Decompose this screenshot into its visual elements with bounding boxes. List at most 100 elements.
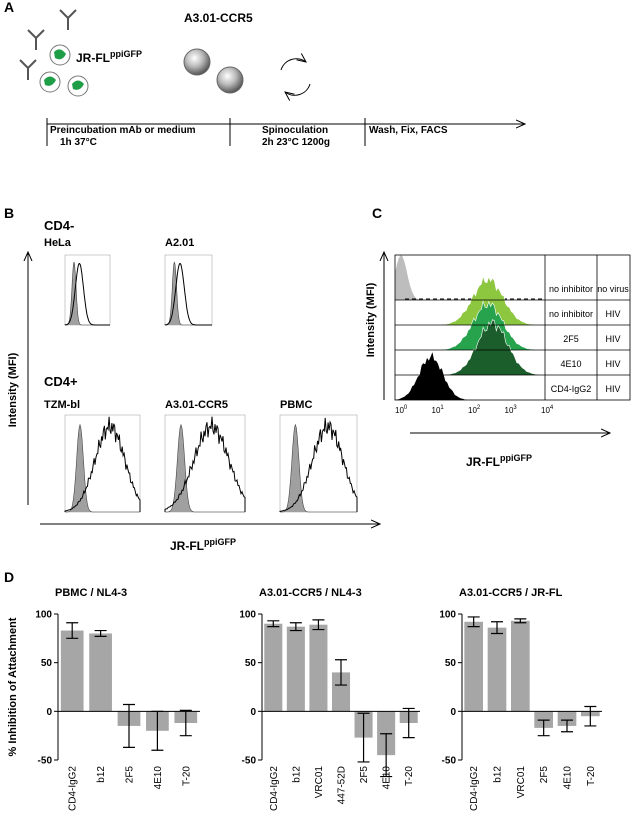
- x-tick-label: b12: [96, 766, 107, 783]
- y-label: Intensity (MFI): [365, 282, 377, 357]
- sample-histogram: [164, 262, 212, 326]
- x-tick-label: 4E10: [153, 766, 164, 790]
- y-tick-label: 50: [41, 658, 53, 669]
- spin-icon: [280, 59, 311, 96]
- step-detail: 2h 23°C 1200g: [262, 137, 330, 148]
- y-tick-label: 100: [439, 610, 456, 621]
- antibody-icons: [19, 9, 77, 80]
- x-tick-label: T-20: [404, 766, 415, 786]
- x-tick-label: b12: [493, 766, 504, 783]
- error-bar: [267, 620, 280, 628]
- virus: HIV: [605, 384, 620, 394]
- cell-line: A3.01-CCR5: [184, 11, 253, 25]
- x-tick-label: CD4-IgG2: [269, 766, 280, 811]
- tick-base: 10: [468, 406, 477, 415]
- group-label: CD4-: [44, 218, 74, 233]
- x-label: JR-FLppiGFP: [170, 537, 236, 553]
- condition: CD4-IgG2: [551, 384, 592, 394]
- sample-histogram: [64, 416, 141, 512]
- virus: HIV: [605, 334, 620, 344]
- cell-label: HeLa: [44, 237, 72, 249]
- tick-exp: 1: [440, 405, 444, 411]
- control-histogram: [165, 423, 245, 513]
- sample-histogram: [279, 417, 358, 512]
- cell-label: A3.01-CCR5: [165, 399, 228, 411]
- step-title: Preincubation mAb or medium: [50, 125, 196, 136]
- error-bar: [537, 719, 550, 737]
- condition: no inhibitor: [549, 309, 593, 319]
- panel-label: D: [4, 569, 14, 585]
- error-bar: [467, 616, 480, 628]
- virus: no virus: [597, 284, 629, 294]
- error-bar: [561, 719, 573, 733]
- bar: [89, 633, 112, 712]
- x-label-main: JR-FL: [466, 455, 500, 469]
- histograms: [394, 255, 546, 401]
- x-label-sup: ppiGFP: [500, 453, 532, 463]
- histogram: [395, 275, 546, 326]
- x-tick-label: 100: [395, 405, 408, 415]
- error-bar: [335, 659, 347, 686]
- error-bar: [312, 619, 325, 631]
- bar-chart: A3.01-CCR5 / JR-FL -50 0 50 100 CD4-IgG2 b12 VR…: [439, 587, 602, 811]
- tick-base: 10: [505, 406, 514, 415]
- histograms: [64, 254, 358, 513]
- cell-icon: [183, 48, 211, 76]
- y-axis-label: % Inhibition of Attachment: [7, 617, 19, 756]
- x-label-main: JR-FL: [170, 539, 204, 553]
- bar: [557, 711, 577, 726]
- bar: [286, 626, 305, 712]
- virus-icons: [39, 44, 89, 97]
- bar: [60, 630, 84, 712]
- tick-base: 10: [541, 406, 550, 415]
- x-tick-label: 103: [505, 405, 518, 415]
- error-bar: [491, 621, 503, 635]
- bar: [464, 621, 483, 712]
- x-tick-label: T-20: [181, 766, 192, 786]
- condition: 4E10: [560, 359, 581, 369]
- x-tick-label: b12: [291, 766, 302, 783]
- group-label: CD4+: [44, 374, 78, 389]
- error-bar: [584, 705, 597, 727]
- bar: [331, 672, 351, 712]
- x-tick-label: 102: [468, 405, 481, 415]
- panel-label: C: [372, 205, 382, 221]
- y-tick-label: 50: [445, 658, 457, 669]
- virus-label: JR-FLppiGFP: [76, 49, 142, 65]
- bar-chart: A3.01-CCR5 / NL4-3 -50 0 50 100 CD4-IgG2 b12 VR…: [239, 587, 420, 811]
- sample-histogram: [64, 262, 110, 326]
- error-bar: [66, 622, 79, 639]
- x-tick-label: 4E10: [382, 766, 393, 790]
- chart-title: A3.01-CCR5 / NL4-3: [259, 587, 362, 599]
- x-tick-label: 447-52D: [337, 766, 348, 804]
- condition: 2F5: [563, 334, 579, 344]
- y-tick-label: 0: [450, 707, 456, 718]
- tick-base: 10: [395, 406, 404, 415]
- tick-exp: 4: [550, 405, 554, 411]
- x-tick-label: 2F5: [125, 766, 136, 784]
- tick-exp: 2: [477, 405, 481, 411]
- table-frame: [394, 254, 631, 401]
- y-tick-label: 50: [245, 658, 257, 669]
- x-tick-label: 2F5: [539, 766, 550, 784]
- x-tick-label: 104: [541, 405, 554, 415]
- x-label-sup: ppiGFP: [204, 537, 236, 547]
- y-tick-label: 100: [35, 610, 52, 621]
- cell-label: A2.01: [165, 237, 194, 249]
- tick-exp: 3: [513, 405, 517, 411]
- y-tick-label: -50: [442, 756, 457, 767]
- error-bar: [402, 707, 415, 739]
- cell-label: PBMC: [280, 399, 312, 411]
- sample-histogram: [164, 416, 246, 512]
- histogram: [395, 255, 545, 300]
- error-bar: [380, 733, 393, 778]
- virus-name: JR-FL: [76, 51, 110, 65]
- bar: [487, 627, 507, 712]
- error-bar: [514, 618, 527, 624]
- x-tick-label: 101: [432, 405, 445, 415]
- step-detail: 1h 37°C: [60, 137, 97, 148]
- virus: HIV: [605, 309, 620, 319]
- y-tick-label: 100: [239, 610, 256, 621]
- control-histogram: [65, 423, 140, 513]
